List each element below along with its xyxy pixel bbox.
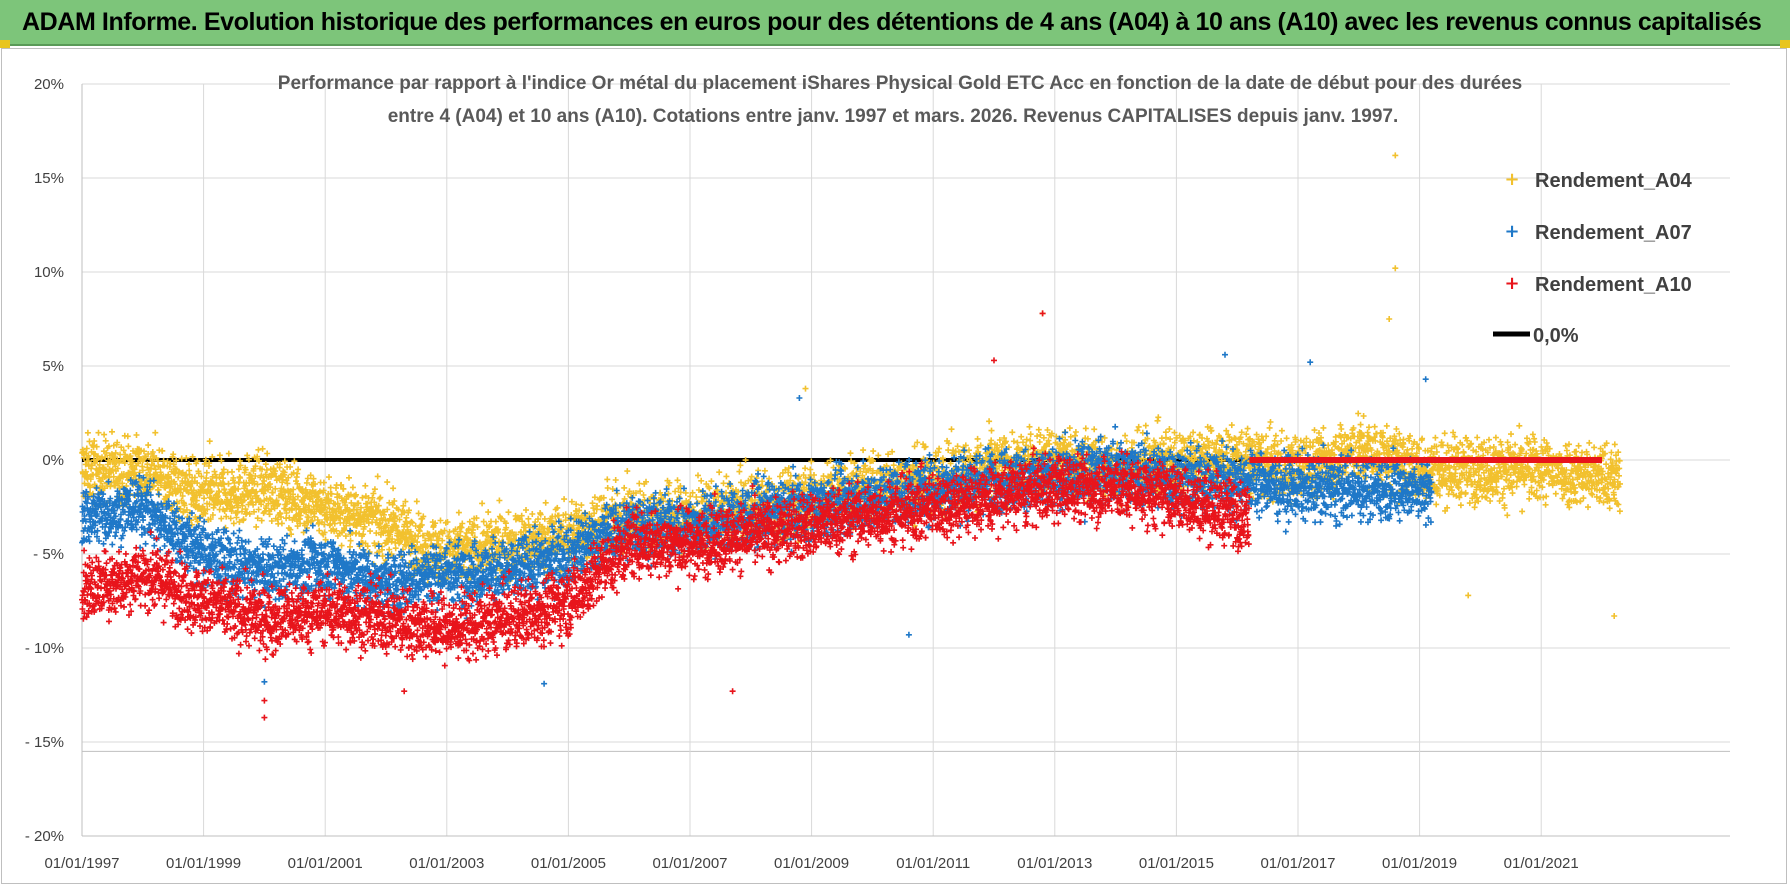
x-tick-label: 01/01/2011 xyxy=(896,855,970,872)
y-tick-label: 0% xyxy=(42,452,64,469)
y-tick-label: 10% xyxy=(34,264,64,281)
x-axis: 01/01/1997 01/01/1999 01/01/2001 01/01/2003… xyxy=(44,855,1578,872)
x-tick-label: 01/01/2015 xyxy=(1139,855,1214,872)
y-tick-label: 20% xyxy=(34,76,64,93)
x-tick-label: 01/01/2013 xyxy=(1017,855,1092,872)
x-tick-label: 01/01/1999 xyxy=(166,855,241,872)
legend-marker-a10: + xyxy=(1504,273,1519,294)
x-tick-label: 01/01/2017 xyxy=(1260,855,1335,872)
y-tick-label: - 15% xyxy=(25,734,64,751)
banner-title: ADAM Informe. Evolution historique des p… xyxy=(22,7,1762,36)
y-tick-label: - 10% xyxy=(25,640,64,657)
x-tick-label: 01/01/2001 xyxy=(288,855,363,872)
legend-label-a10: Rendement_A10 xyxy=(1535,274,1692,296)
chart-frame xyxy=(1,48,1787,884)
x-tick-label: 01/01/2005 xyxy=(531,855,606,872)
x-tick-label: 01/01/1997 xyxy=(44,855,119,872)
point-cloud-Rendement_A10 xyxy=(79,310,1253,721)
y-tick-label: 15% xyxy=(34,170,64,187)
legend-label-zero: 0,0% xyxy=(1533,325,1579,347)
x-tick-label: 01/01/2007 xyxy=(652,855,727,872)
chart-title-line-1: Performance par rapport à l'indice Or mé… xyxy=(278,73,1522,94)
report-banner: ADAM Informe. Evolution historique des p… xyxy=(0,0,1790,46)
legend: + Rendement_A04 + Rendement_A07 + Rendem… xyxy=(1493,169,1693,347)
x-tick-label: 01/01/2003 xyxy=(409,855,484,872)
banner-corner-left xyxy=(0,40,10,48)
legend-marker-a07: + xyxy=(1504,221,1519,242)
x-tick-label: 01/01/2009 xyxy=(774,855,849,872)
x-tick-label: 01/01/2021 xyxy=(1504,855,1579,872)
y-axis: 20% 15% 10% 5% 0% - 5% - 10% - 15% - 20% xyxy=(25,76,64,845)
banner-corner-right xyxy=(1780,40,1790,48)
chart-title-line-2: entre 4 (A04) et 10 ans (A10). Cotations… xyxy=(388,106,1399,127)
legend-label-a07: Rendement_A07 xyxy=(1535,222,1692,244)
legend-label-a04: Rendement_A04 xyxy=(1535,170,1693,192)
y-tick-label: - 20% xyxy=(25,828,64,845)
chart-title-group: Performance par rapport à l'indice Or mé… xyxy=(278,73,1522,127)
x-tick-label: 01/01/2019 xyxy=(1382,855,1457,872)
series-Rendement_A10 xyxy=(79,310,1253,721)
legend-marker-a04: + xyxy=(1504,169,1519,190)
y-tick-label: - 5% xyxy=(33,546,64,563)
data-points xyxy=(79,152,1623,721)
y-tick-label: 5% xyxy=(42,358,64,375)
